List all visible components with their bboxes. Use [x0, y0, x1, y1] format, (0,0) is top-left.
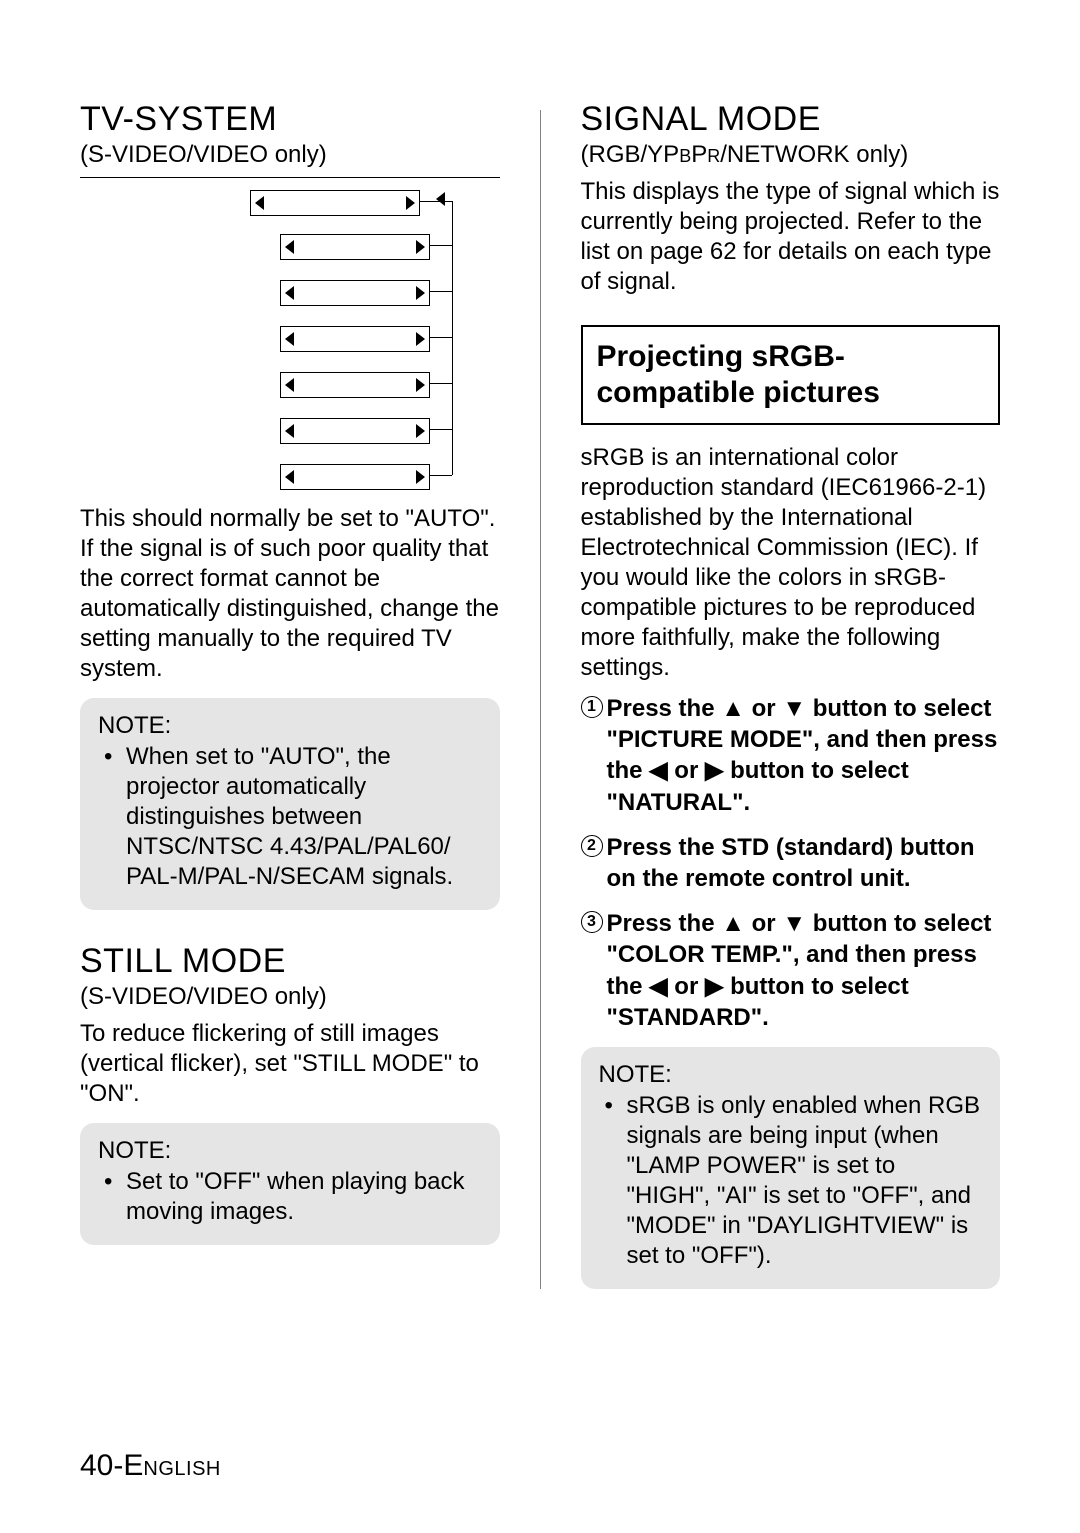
triangle-right-icon [416, 332, 425, 346]
step-2: 2 Press the STD (standard) button on the… [607, 832, 1001, 894]
step-number-icon: 2 [581, 835, 603, 857]
triangle-right-icon [416, 378, 425, 392]
triangle-left-icon [285, 240, 294, 254]
triangle-left-icon [285, 286, 294, 300]
triangle-left-icon [285, 470, 294, 484]
still-mode-body: To reduce flickering of still images (ve… [80, 1019, 500, 1109]
left-column: TV-SYSTEM (S-VIDEO/VIDEO only) [80, 100, 500, 1289]
diagram-box [280, 234, 430, 260]
bullet-icon: • [605, 1091, 627, 1271]
text: B [679, 146, 691, 166]
right-column: SIGNAL MODE (RGB/YPBPR/NETWORK only) Thi… [581, 100, 1001, 1289]
step-text: Press the ▲ or ▼ button to select "COLOR… [607, 910, 992, 1031]
still-mode-section: STILL MODE (S-VIDEO/VIDEO only) To reduc… [80, 942, 500, 1245]
step-1: 1 Press the ▲ or ▼ button to select "PIC… [607, 693, 1001, 818]
bracket-line [430, 475, 452, 476]
note-title: NOTE: [98, 712, 482, 740]
note-box: NOTE: • When set to "AUTO", the projecto… [80, 698, 500, 910]
tv-system-sub: (S-VIDEO/VIDEO only) [80, 141, 500, 169]
tv-system-diagram [80, 188, 500, 488]
bullet-icon: • [104, 742, 126, 892]
divider [80, 177, 500, 178]
tv-system-section: TV-SYSTEM (S-VIDEO/VIDEO only) [80, 100, 500, 910]
diagram-box [280, 418, 430, 444]
triangle-left-icon [255, 196, 264, 210]
diagram-box [280, 280, 430, 306]
note-title: NOTE: [98, 1137, 482, 1165]
signal-mode-sub: (RGB/YPBPR/NETWORK only) [581, 141, 1001, 169]
srgb-box-heading: Projecting sRGB-compatible pictures [581, 325, 1001, 425]
bracket-line [430, 337, 452, 338]
page-footer: 40-ENGLISH [80, 1449, 221, 1483]
note-text: When set to "AUTO", the projector automa… [126, 742, 482, 892]
step-text: Press the STD (standard) button on the r… [607, 834, 975, 892]
note-text: sRGB is only enabled when RGB signals ar… [627, 1091, 983, 1271]
diagram-box [250, 190, 420, 216]
signal-mode-body: This displays the type of signal which i… [581, 177, 1001, 297]
note-item: • Set to "OFF" when playing back moving … [98, 1167, 482, 1227]
note-box: NOTE: • sRGB is only enabled when RGB si… [581, 1047, 1001, 1289]
bracket-line [452, 201, 453, 475]
triangle-right-icon [416, 286, 425, 300]
note-text: Set to "OFF" when playing back moving im… [126, 1167, 482, 1227]
bracket-line [430, 291, 452, 292]
diagram-box [280, 372, 430, 398]
text: P [691, 141, 707, 168]
diagram-box [280, 326, 430, 352]
triangle-left-icon [285, 424, 294, 438]
note-item: • sRGB is only enabled when RGB signals … [599, 1091, 983, 1271]
lang-first: E [123, 1449, 143, 1482]
step-text: Press the ▲ or ▼ button to select "PICTU… [607, 695, 998, 816]
note-item: • When set to "AUTO", the projector auto… [98, 742, 482, 892]
step-3: 3 Press the ▲ or ▼ button to select "COL… [607, 908, 1001, 1033]
note-box: NOTE: • Set to "OFF" when playing back m… [80, 1123, 500, 1245]
bracket-line [430, 245, 452, 246]
signal-mode-section: SIGNAL MODE (RGB/YPBPR/NETWORK only) Thi… [581, 100, 1001, 297]
srgb-steps: 1 Press the ▲ or ▼ button to select "PIC… [581, 693, 1001, 1033]
triangle-left-icon [285, 378, 294, 392]
text: R [707, 146, 720, 166]
srgb-intro: sRGB is an international color reproduct… [581, 443, 1001, 683]
tv-system-body: This should normally be set to "AUTO". I… [80, 504, 500, 684]
step-number-icon: 3 [581, 911, 603, 933]
step-number-icon: 1 [581, 696, 603, 718]
lang-rest: NGLISH [143, 1458, 220, 1480]
column-divider [540, 110, 541, 1289]
bracket-line [430, 383, 452, 384]
triangle-right-icon [406, 196, 415, 210]
still-mode-heading: STILL MODE [80, 942, 500, 981]
signal-mode-heading: SIGNAL MODE [581, 100, 1001, 139]
bracket-line [430, 429, 452, 430]
triangle-left-icon [436, 192, 445, 206]
page-number: 40 [80, 1449, 113, 1482]
dash: - [113, 1449, 123, 1482]
tv-system-heading: TV-SYSTEM [80, 100, 500, 139]
triangle-right-icon [416, 240, 425, 254]
text: (RGB/YP [581, 141, 680, 168]
bullet-icon: • [104, 1167, 126, 1227]
triangle-right-icon [416, 470, 425, 484]
note-title: NOTE: [599, 1061, 983, 1089]
text: /NETWORK only) [720, 141, 908, 168]
diagram-box [280, 464, 430, 490]
still-mode-sub: (S-VIDEO/VIDEO only) [80, 983, 500, 1011]
triangle-right-icon [416, 424, 425, 438]
triangle-left-icon [285, 332, 294, 346]
